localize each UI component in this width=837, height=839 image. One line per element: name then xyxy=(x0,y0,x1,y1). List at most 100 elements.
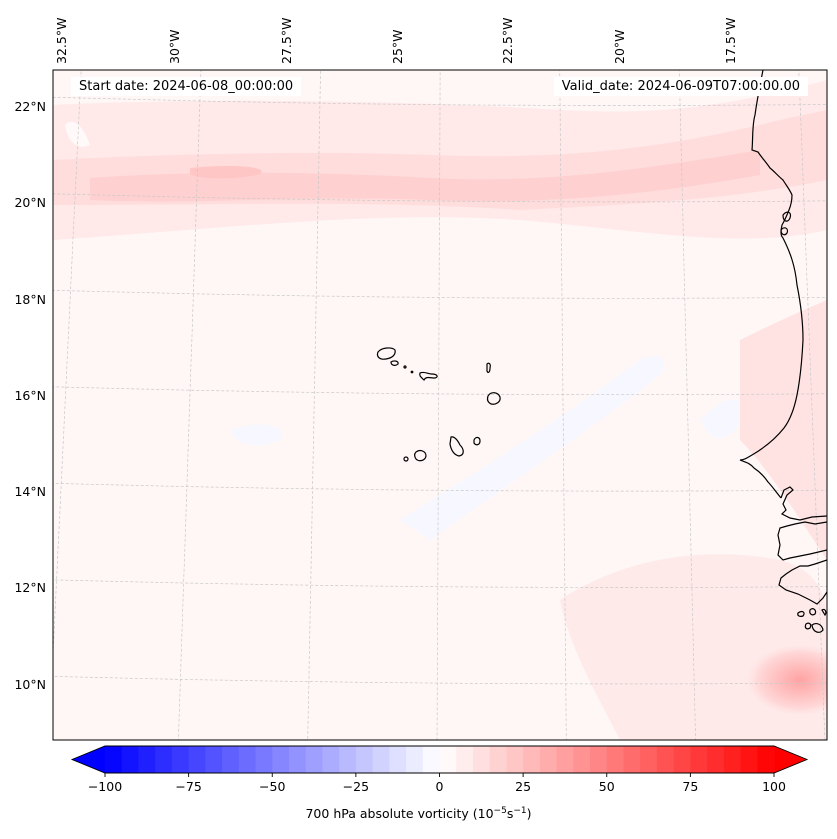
colorbar-label-exp2: −1 xyxy=(513,806,527,816)
colorbar-segment xyxy=(155,746,173,773)
colorbar-segment xyxy=(573,746,591,773)
parallel-gridline xyxy=(53,386,827,396)
longitude-tick-label: 20°W xyxy=(612,29,627,64)
colorbar-tick-label: 0 xyxy=(436,779,444,794)
negative-vorticity-filament xyxy=(230,424,282,446)
longitude-tick-label: 17.5°W xyxy=(723,18,738,64)
latitude-tick-label: 16°N xyxy=(14,388,46,403)
colorbar-segment xyxy=(740,746,758,773)
meridian-gridline xyxy=(307,70,321,740)
map-panel xyxy=(53,70,827,740)
colorbar-segment xyxy=(372,746,390,773)
colorbar-label: 700 hPa absolute vorticity (10−5s−1) xyxy=(0,806,837,821)
vorticity-band-core xyxy=(90,150,760,202)
colorbar-segment xyxy=(422,746,441,773)
colorbar-tick-label: 50 xyxy=(599,779,615,794)
colorbar-segment xyxy=(489,746,508,773)
colorbar-label-exp1: −5 xyxy=(493,806,507,816)
colorbar-segment xyxy=(673,746,691,773)
colorbar xyxy=(70,745,809,774)
map-frame xyxy=(52,69,828,741)
colorbar-segment xyxy=(188,746,206,773)
colorbar-tick-label: −100 xyxy=(88,779,122,794)
colorbar-segment xyxy=(556,746,574,773)
parallel-gridline xyxy=(53,96,827,106)
colorbar-segment xyxy=(288,746,307,773)
colorbar-segment xyxy=(171,746,190,773)
negative-vorticity-filament xyxy=(400,355,664,540)
colorbar-tick-label: −75 xyxy=(175,779,201,794)
parallel-gridline xyxy=(53,676,827,685)
parallel-gridline xyxy=(53,289,827,299)
colorbar-tick-label: −25 xyxy=(343,779,369,794)
island-fogo xyxy=(413,450,427,462)
colorbar-segment xyxy=(539,746,558,773)
colorbar-segment xyxy=(656,746,675,773)
colorbar-segment xyxy=(255,746,273,773)
latitude-tick-label: 12°N xyxy=(14,580,46,595)
start-date-label: Start date: 2024-06-08_00:00:00 xyxy=(71,77,302,96)
colorbar-segment xyxy=(757,746,775,773)
colorbar-ticks: −100 −75 −50 −25 0 25 50 75 100 xyxy=(88,773,786,794)
colorbar-label-prefix: 700 hPa absolute vorticity (10 xyxy=(305,806,494,822)
latitude-tick-label: 20°N xyxy=(14,195,46,210)
colorbar-segment xyxy=(205,746,223,773)
island-sal xyxy=(486,362,491,374)
colorbar-segment xyxy=(389,746,407,773)
island-brava xyxy=(403,456,409,462)
coastline-gambia-guinea xyxy=(777,486,827,605)
island-sao-nicolau xyxy=(419,371,438,382)
west-africa-coastline xyxy=(739,70,827,633)
colorbar-segment xyxy=(590,746,608,773)
longitude-tick-label: 32.5°W xyxy=(54,18,69,64)
island-santa-luzia xyxy=(403,365,407,369)
colorbar-segment xyxy=(272,746,290,773)
colorbar-tick-label: 25 xyxy=(515,779,531,794)
colorbar-tick-label: −50 xyxy=(259,779,285,794)
island-boa-vista xyxy=(486,392,501,405)
vorticity-maximum xyxy=(740,640,827,720)
colorbar-extend-max xyxy=(774,746,807,773)
colorbar-tick-label: 75 xyxy=(682,779,698,794)
colorbar-label-mid: s xyxy=(506,806,514,822)
latitude-tick-label: 14°N xyxy=(14,484,46,499)
colorbar-segment xyxy=(707,746,725,773)
latitude-tick-label: 10°N xyxy=(14,677,46,692)
colorbar-segment xyxy=(723,746,742,773)
colorbar-segment xyxy=(322,746,340,773)
valid-date-label: Valid_date: 2024-06-09T07:00:00.00 xyxy=(553,77,808,96)
colorbar-segment xyxy=(690,746,708,773)
cape-verde-islands xyxy=(376,347,501,462)
colorbar-segment xyxy=(105,746,123,773)
parallel-gridline xyxy=(53,483,827,492)
island-sao-vicente xyxy=(390,360,399,366)
parallel-gridline xyxy=(53,579,827,588)
island-maio xyxy=(473,436,481,446)
longitude-tick-label: 27.5°W xyxy=(279,18,294,64)
negative-vorticity-filament xyxy=(700,399,745,439)
colorbar-segment xyxy=(623,746,641,773)
colorbar-segment xyxy=(406,746,424,773)
colorbar-segment xyxy=(439,746,457,773)
colorbar-segment xyxy=(506,746,524,773)
longitude-tick-label: 30°W xyxy=(167,29,182,64)
island-islets xyxy=(410,370,414,374)
island-santo-antao xyxy=(376,347,396,360)
latitude-tick-labels: 22°N 20°N 18°N 16°N 14°N 12°N 10°N xyxy=(14,99,46,692)
colorbar-segment xyxy=(472,746,491,773)
coastline-bijagos xyxy=(797,608,827,633)
colorbar-segment xyxy=(339,746,357,773)
longitude-tick-label: 25°W xyxy=(390,29,405,64)
colorbar-label-suffix: ) xyxy=(526,806,532,822)
colorbar-segment xyxy=(456,746,474,773)
meridian-gridline xyxy=(178,70,202,740)
colorbar-segment xyxy=(238,746,257,773)
colorbar-segment xyxy=(305,746,324,773)
latitude-tick-label: 18°N xyxy=(14,292,46,307)
coastline-islands-mauritania xyxy=(780,211,792,236)
colorbar-segment xyxy=(138,746,156,773)
colorbar-segment xyxy=(523,746,541,773)
gridlines xyxy=(53,70,827,740)
colorbar-segment xyxy=(222,746,240,773)
